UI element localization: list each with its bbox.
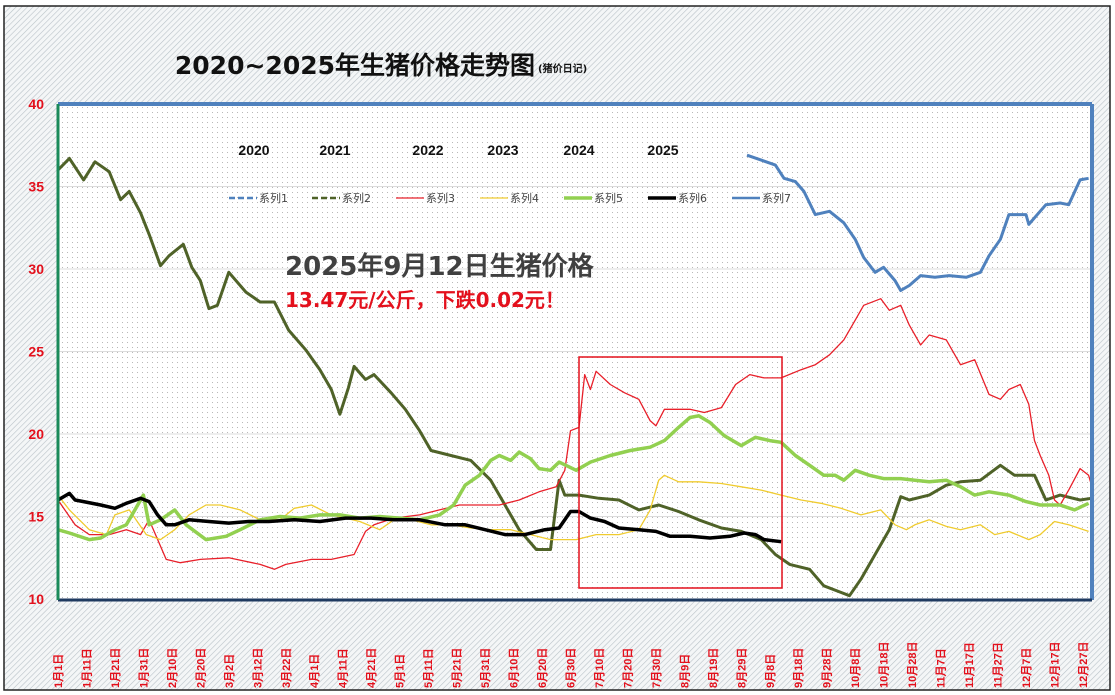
x-tick-label: 12月27日 [1077, 642, 1090, 688]
y-tick-label: 10 [28, 591, 44, 607]
series-line-5 [57, 414, 1090, 542]
chart-title: 2020~2025年生猪价格走势图 [175, 51, 535, 80]
year-label-2020: 2020 [238, 142, 269, 158]
x-tick-label: 4月21日 [365, 648, 378, 688]
annotation-date-line: 2025年9月12日生猪价格 [285, 251, 595, 282]
x-tick-label: 10月28日 [906, 642, 919, 688]
x-tick-label: 12月17日 [1048, 642, 1061, 688]
y-tick-label: 30 [28, 261, 44, 277]
x-tick-label: 5月1日 [394, 654, 407, 688]
legend-item-2: 系列2 [312, 191, 371, 205]
x-tick-label: 7月30日 [650, 648, 663, 688]
x-tick-label: 2月10日 [166, 648, 179, 688]
legend-item-6: 系列6 [648, 191, 707, 205]
x-tick-label: 7月20日 [621, 648, 634, 688]
year-label-2023: 2023 [487, 142, 518, 158]
x-tick-label: 6月20日 [536, 648, 549, 688]
x-tick-label: 7月10日 [593, 648, 606, 688]
y-tick-label: 25 [28, 344, 44, 360]
year-label-2024: 2024 [563, 142, 594, 158]
legend-label: 系列6 [678, 191, 707, 205]
legend-label: 系列1 [259, 191, 288, 205]
x-tick-label: 8月29日 [735, 648, 748, 688]
annotation-price-line: 13.47元/公斤，下跌0.02元！ [285, 288, 565, 312]
x-tick-label: 3月22日 [280, 648, 293, 688]
y-tick-label: 40 [28, 96, 44, 112]
x-tick-label: 11月7日 [935, 648, 948, 688]
legend-item-3: 系列3 [396, 191, 455, 205]
x-tick-label: 5月31日 [479, 648, 492, 688]
series-line-3 [57, 298, 1093, 570]
y-tick-label: 15 [28, 509, 44, 525]
x-tick-label: 1月1日 [52, 654, 65, 688]
series-line-4 [57, 474, 1089, 541]
x-tick-label: 11月17日 [963, 642, 976, 688]
x-tick-label: 11月27日 [992, 642, 1005, 688]
y-tick-label: 20 [28, 426, 44, 442]
series-line-2 [56, 156, 1092, 598]
x-tick-label: 4月11日 [337, 648, 350, 688]
x-tick-label: 10月18日 [878, 642, 891, 688]
x-tick-label: 1月21日 [109, 648, 122, 688]
x-tick-label: 2月20日 [194, 648, 207, 688]
highlight-box [578, 356, 783, 589]
legend-item-4: 系列4 [480, 191, 539, 205]
legend-label: 系列2 [342, 191, 371, 205]
legend-label: 系列7 [762, 191, 791, 205]
y-tick-label: 35 [28, 179, 44, 195]
x-tick-label: 8月19日 [707, 648, 720, 688]
year-label-2021: 2021 [319, 142, 350, 158]
x-tick-label: 1月11日 [80, 648, 93, 688]
legend-item-7: 系列7 [732, 191, 791, 205]
x-tick-label: 8月9日 [678, 654, 691, 688]
x-tick-label: 3月12日 [251, 648, 264, 688]
x-tick-label: 10月8日 [849, 648, 862, 688]
x-tick-label: 12月7日 [1020, 648, 1033, 688]
chart-subtitle: (猪价日记) [538, 62, 587, 75]
year-label-2022: 2022 [412, 142, 443, 158]
legend-label: 系列5 [594, 191, 623, 205]
legend-item-5: 系列5 [564, 191, 623, 205]
series-line-6 [57, 491, 782, 544]
legend-label: 系列3 [426, 191, 455, 205]
x-tick-label: 9月28日 [821, 648, 834, 688]
x-tick-label: 9月18日 [792, 648, 805, 688]
x-tick-label: 3月2日 [223, 654, 236, 688]
x-tick-label: 6月30日 [564, 648, 577, 688]
x-tick-label: 4月1日 [308, 654, 321, 688]
legend-label: 系列4 [510, 191, 539, 205]
x-tick-label: 6月10日 [508, 648, 521, 688]
x-tick-label: 5月21日 [451, 648, 464, 688]
x-tick-label: 1月31日 [137, 648, 150, 688]
x-tick-label: 9月8日 [764, 654, 777, 688]
x-tick-label: 5月11日 [422, 648, 435, 688]
legend-item-1: 系列1 [229, 191, 288, 205]
series-line-7 [746, 153, 1089, 292]
year-label-2025: 2025 [647, 142, 678, 158]
